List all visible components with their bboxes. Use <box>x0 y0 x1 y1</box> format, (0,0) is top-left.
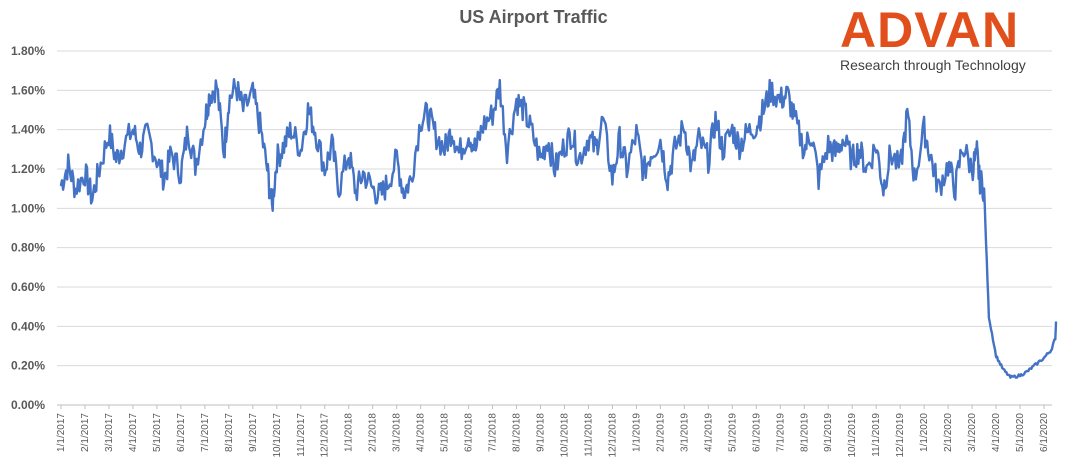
y-tick-label: 1.60% <box>11 83 45 97</box>
y-tick-label: 1.40% <box>11 123 45 137</box>
x-tick-label: 7/1/2018 <box>488 413 499 452</box>
advan-logo: ADVAN Research through Technology <box>838 4 1048 74</box>
x-tick-label: 5/1/2020 <box>1015 413 1026 452</box>
x-tick-label: 1/1/2019 <box>631 413 642 452</box>
y-tick-label: 1.20% <box>11 162 45 176</box>
x-tick-label: 3/1/2020 <box>967 413 978 452</box>
x-tick-label: 8/1/2018 <box>512 413 523 452</box>
x-tick-label: 12/1/2019 <box>895 413 906 458</box>
x-tick-label: 6/1/2020 <box>1039 413 1050 452</box>
x-tick-label: 1/1/2020 <box>919 413 930 452</box>
x-tick-label: 5/1/2018 <box>440 413 451 452</box>
x-tick-label: 7/1/2019 <box>775 413 786 452</box>
x-tick-label: 4/1/2017 <box>128 413 139 452</box>
x-tick-label: 10/1/2018 <box>559 413 570 458</box>
x-tick-label: 2/1/2019 <box>655 413 666 452</box>
y-tick-label: 0.20% <box>11 359 45 373</box>
x-tick-label: 3/1/2019 <box>679 413 690 452</box>
x-axis: 1/1/2017 2/1/2017 3/1/2017 4/1/2017 5/1/2017… <box>56 405 1050 458</box>
x-tick-label: 3/1/2018 <box>392 413 403 452</box>
logo-wordmark: ADVAN <box>840 2 1020 58</box>
x-tick-label: 11/1/2017 <box>296 413 307 457</box>
x-tick-label: 8/1/2019 <box>799 413 810 452</box>
x-tick-label: 10/1/2019 <box>847 413 858 458</box>
x-tick-label: 7/1/2017 <box>200 413 211 452</box>
logo-tagline: Research through Technology <box>840 57 1026 73</box>
series-line-airport-traffic <box>59 78 1058 379</box>
x-tick-label: 10/1/2017 <box>272 413 283 458</box>
y-tick-label: 0.80% <box>11 241 45 255</box>
x-tick-label: 9/1/2018 <box>536 413 547 452</box>
y-tick-label: 0.60% <box>11 280 45 294</box>
x-tick-label: 2/1/2017 <box>80 413 91 452</box>
x-tick-label: 2/1/2018 <box>368 413 379 452</box>
x-tick-label: 1/1/2017 <box>56 413 67 452</box>
y-tick-label: 1.80% <box>11 44 45 58</box>
chart-title: US Airport Traffic <box>459 7 608 27</box>
x-tick-label: 6/1/2017 <box>176 413 187 452</box>
x-tick-label: 3/1/2017 <box>104 413 115 452</box>
x-tick-label: 5/1/2019 <box>727 413 738 452</box>
x-tick-label: 11/1/2019 <box>871 413 882 457</box>
x-tick-label: 4/1/2020 <box>991 413 1002 452</box>
y-axis: 0.00% 0.20% 0.40% 0.60% 0.80% 1.00% 1.20% 1.40%… <box>11 44 45 412</box>
x-tick-label: 5/1/2017 <box>152 413 163 452</box>
y-tick-label: 0.00% <box>11 398 45 412</box>
x-tick-label: 1/1/2018 <box>344 413 355 452</box>
x-tick-label: 4/1/2018 <box>416 413 427 452</box>
x-tick-label: 8/1/2017 <box>224 413 235 452</box>
x-tick-label: 6/1/2018 <box>464 413 475 452</box>
x-tick-label: 9/1/2017 <box>248 413 259 452</box>
x-tick-label: 11/1/2018 <box>583 413 594 457</box>
x-tick-label: 12/1/2017 <box>320 413 331 458</box>
x-tick-label: 2/1/2020 <box>943 413 954 452</box>
x-tick-label: 12/1/2018 <box>607 413 618 458</box>
x-tick-label: 6/1/2019 <box>751 413 762 452</box>
y-tick-label: 1.00% <box>11 201 45 215</box>
x-tick-label: 4/1/2019 <box>703 413 714 452</box>
gridlines <box>57 50 1052 406</box>
y-tick-label: 0.40% <box>11 319 45 333</box>
x-tick-label: 9/1/2019 <box>823 413 834 452</box>
